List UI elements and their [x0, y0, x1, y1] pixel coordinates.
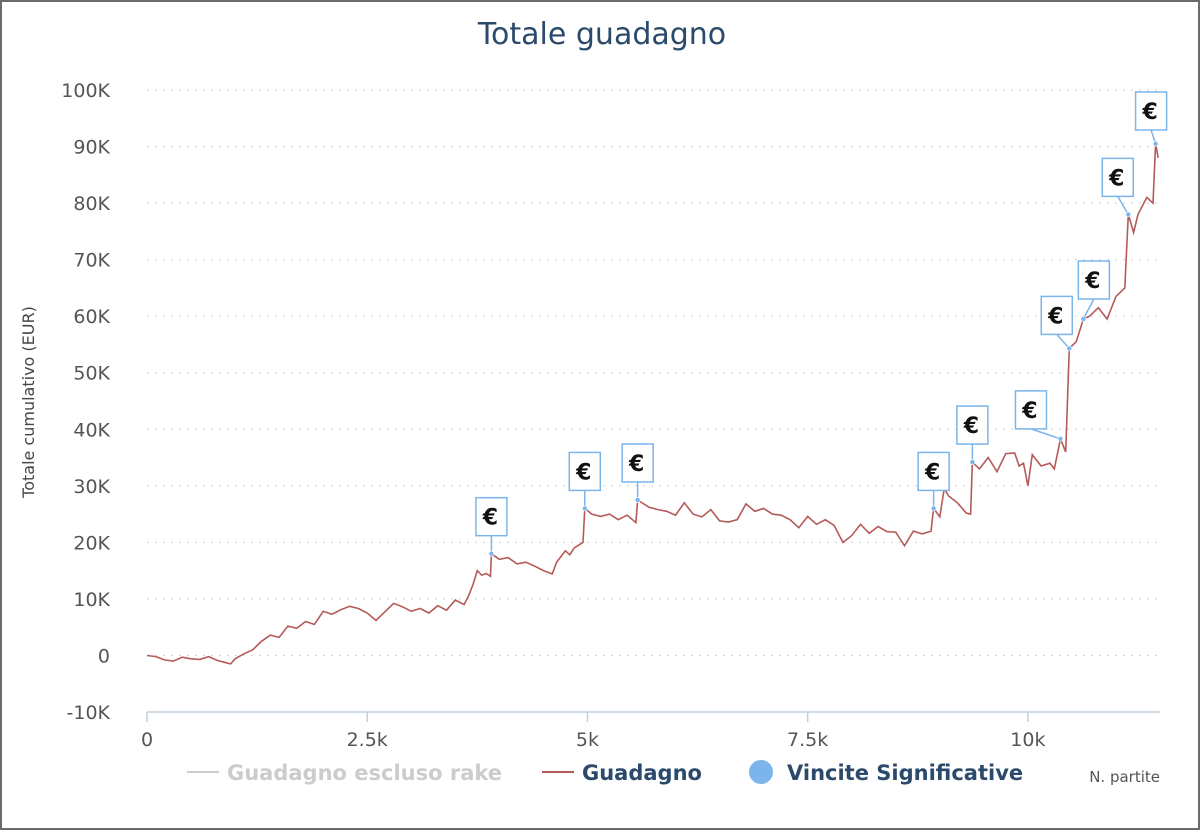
y-tick-label: 80K	[73, 193, 110, 215]
win-flag[interactable]: €	[621, 443, 654, 503]
legend-label: Vincite Significative	[787, 761, 1023, 785]
win-marker-point	[930, 505, 937, 512]
win-flag-box	[1014, 390, 1048, 430]
grid-lines	[147, 89, 1160, 657]
x-tick-label: 7.5k	[787, 729, 828, 751]
x-tick-label: 2.5k	[347, 729, 388, 751]
y-tick-label: 100K	[61, 80, 110, 102]
win-flag[interactable]: €	[1134, 91, 1168, 147]
win-marker-point	[1080, 316, 1087, 322]
win-marker-point	[1125, 211, 1132, 218]
win-flag[interactable]: €	[1077, 260, 1111, 322]
y-tick-label: 10K	[73, 589, 110, 611]
chart-title: Totale guadagno	[477, 17, 726, 52]
legend: Guadagno escluso rake Guadagno Vincite Sig…	[187, 760, 1023, 785]
legend-symbol	[749, 760, 773, 784]
win-flag[interactable]: €	[568, 451, 602, 512]
win-flag[interactable]: €	[1101, 157, 1135, 218]
win-flag[interactable]: €	[475, 496, 508, 557]
win-marker-point	[488, 550, 495, 557]
win-flag-box	[956, 405, 989, 445]
win-flag-label: €	[1021, 399, 1037, 424]
win-flag[interactable]: €	[1040, 295, 1074, 352]
y-axis-ticks: -10K 0 10K 20K 30K 40K 50K 60K 70K 80K 90K 100K	[61, 80, 110, 724]
win-flag-box	[568, 451, 602, 492]
win-flag-box	[917, 451, 950, 492]
win-flag[interactable]: €	[917, 451, 950, 512]
win-flag-box	[1040, 295, 1074, 336]
win-flag-label: €	[1108, 166, 1124, 191]
win-marker-point	[1066, 345, 1073, 352]
y-tick-label: 20K	[73, 532, 110, 554]
series-line-guadagno	[146, 143, 1159, 665]
y-tick-label: 90K	[73, 137, 110, 159]
win-flag-box	[475, 496, 508, 537]
win-flag-box	[1101, 157, 1135, 198]
win-flag-stem	[1030, 428, 1061, 440]
win-flag-label: €	[1084, 269, 1100, 294]
win-marker-point	[581, 505, 588, 512]
x-axis-ticks: 0 2.5k 5k 7.5k 10k	[141, 711, 1160, 751]
flags-layer: € € € € € € € € € €	[475, 91, 1168, 557]
win-flag[interactable]: €	[956, 405, 989, 465]
y-tick-label: 40K	[73, 419, 110, 441]
win-marker-point	[1152, 140, 1159, 147]
x-tick-label: 10k	[1010, 729, 1045, 751]
legend-item[interactable]: Guadagno escluso rake	[187, 761, 502, 785]
y-tick-label: 0	[98, 645, 110, 667]
win-marker-point	[969, 459, 976, 465]
legend-label: Guadagno	[582, 761, 702, 785]
win-flag-stem	[1117, 196, 1129, 215]
win-flag-stem	[1056, 333, 1070, 349]
win-marker-point	[1057, 436, 1064, 442]
win-flag-label: €	[963, 414, 979, 439]
y-tick-label: 50K	[73, 363, 110, 385]
y-tick-label: 60K	[73, 306, 110, 328]
y-tick-label: 70K	[73, 250, 110, 272]
x-axis-label: N. partite	[1089, 768, 1160, 786]
win-flag-label: €	[924, 460, 940, 485]
win-flag-stem	[1082, 298, 1095, 320]
win-marker-point	[634, 497, 641, 503]
y-axis-label: Totale cumulativo (EUR)	[19, 306, 38, 499]
win-flag-label: €	[482, 506, 498, 531]
win-flag-label: €	[575, 460, 591, 485]
legend-item[interactable]: Vincite Significative	[749, 760, 1023, 785]
win-flag-box	[621, 443, 654, 483]
x-tick-label: 0	[141, 729, 153, 751]
win-flag-box	[1077, 260, 1111, 300]
legend-label: Guadagno escluso rake	[227, 761, 502, 785]
legend-item[interactable]: Guadagno	[542, 761, 702, 785]
win-flag-label: €	[1047, 304, 1063, 329]
y-tick-label: -10K	[67, 702, 111, 724]
win-flag-label: €	[1141, 100, 1157, 125]
win-flag[interactable]: €	[1014, 390, 1064, 442]
x-tick-label: 5k	[576, 729, 599, 751]
win-flag-label: €	[628, 452, 644, 477]
win-flag-box	[1134, 91, 1168, 131]
y-tick-label: 30K	[73, 476, 110, 498]
plot-area	[146, 143, 1159, 665]
